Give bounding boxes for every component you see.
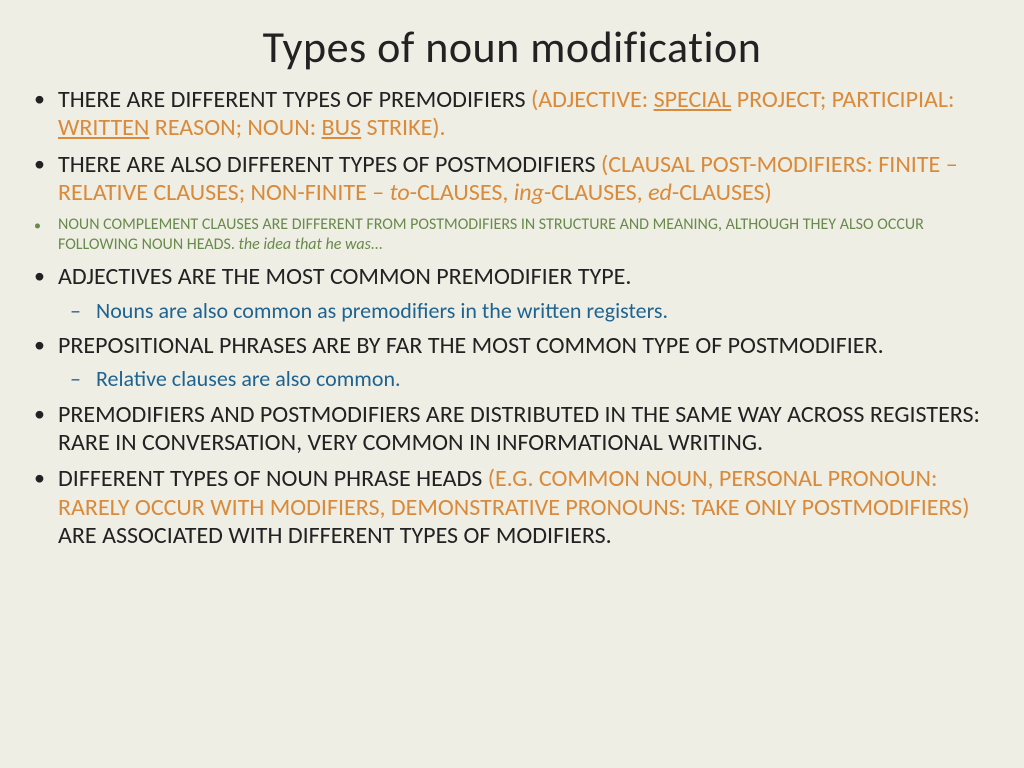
bullet-5-sublist: Relative clauses are also common. [58,366,994,392]
b3-lead: noun complement clauses are different fr… [58,215,924,254]
b7-lead: Different types of noun phrase heads [58,464,488,493]
bullet-7: Different types of noun phrase heads (e.… [58,465,994,550]
b1-mid2: reason; noun: [149,113,321,142]
bullet-4-sub: Nouns are also common as premodifiers in… [96,298,994,324]
b2-to: to [390,178,410,207]
b2-ing: ing [514,178,544,207]
b1-noun: bus [322,113,361,142]
bullet-list: There are different types of premodifier… [30,86,994,550]
b4-text: Adjectives are the most common premodifi… [58,262,631,291]
b2-end: -clauses) [672,178,772,207]
b2-lead: There are also different types of postmo… [58,150,601,179]
b1-end: strike). [361,113,446,142]
b1-adj: special [654,85,732,114]
b3-example: the idea that he was... [238,235,383,254]
b2-mid2: -clauses, [544,178,648,207]
bullet-1: There are different types of premodifier… [58,86,994,143]
bullet-6: Premodifiers and postmodifiers are distr… [58,401,994,458]
bullet-4: Adjectives are the most common premodifi… [58,263,994,324]
slide-title: Types of noun modification [30,20,994,74]
bullet-5: Prepositional phrases are by far the mos… [58,332,994,393]
bullet-2: There are also different types of postmo… [58,151,994,208]
b1-mid1: project; participial: [731,85,954,114]
b1-paren-open: (adjective: [531,85,654,114]
b2-mid1: -clauses, [410,178,514,207]
bullet-3: noun complement clauses are different fr… [58,215,994,255]
b1-lead: There are different types of premodifier… [58,85,531,114]
bullet-5-sub: Relative clauses are also common. [96,366,994,392]
b2-ed: ed [648,178,672,207]
b7-end: are associated with different types of m… [58,521,612,550]
b1-part: written [58,113,149,142]
bullet-4-sublist: Nouns are also common as premodifiers in… [58,298,994,324]
b5-text: Prepositional phrases are by far the mos… [58,331,884,360]
